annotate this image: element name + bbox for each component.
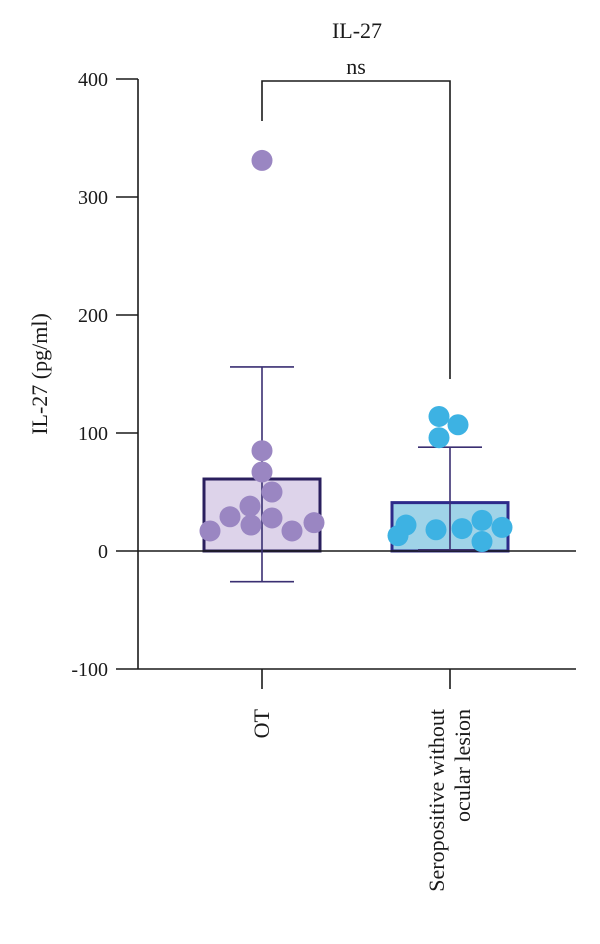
data-point-ot	[251, 149, 273, 171]
data-point-seropositive	[491, 516, 513, 538]
y-tick-label: 200	[78, 305, 108, 327]
significance-label: ns	[346, 54, 366, 79]
x-category-label: ocular lesion	[450, 709, 475, 822]
y-tick-label: 100	[78, 423, 108, 445]
data-point-seropositive	[471, 509, 493, 531]
y-tick-label: -100	[71, 659, 108, 681]
data-point-seropositive	[447, 414, 469, 436]
y-tick-label: 400	[78, 69, 108, 91]
x-category-label: OT	[249, 708, 274, 738]
data-point-ot	[240, 514, 262, 536]
data-point-ot	[261, 507, 283, 529]
y-axis-label: IL-27 (pg/ml)	[27, 313, 52, 435]
y-tick-label: 300	[78, 187, 108, 209]
data-point-ot	[251, 461, 273, 483]
x-category-label: Seropositive without	[424, 709, 449, 892]
data-point-ot	[239, 495, 261, 517]
plot-area: -100 0 100 200 300 400 ns OT Seropositive withou…	[71, 54, 576, 892]
significance-bracket	[261, 80, 451, 379]
data-point-seropositive	[451, 518, 473, 540]
data-point-seropositive	[471, 531, 493, 553]
data-point-seropositive	[425, 519, 447, 541]
data-point-seropositive	[428, 427, 450, 449]
chart-title: IL-27	[332, 18, 382, 43]
data-point-ot	[251, 440, 273, 462]
data-point-ot	[303, 512, 325, 534]
data-point-seropositive	[428, 405, 450, 427]
data-point-ot	[199, 520, 221, 542]
data-point-seropositive	[387, 525, 409, 547]
data-point-ot	[219, 506, 241, 528]
data-point-ot	[281, 520, 303, 542]
data-point-ot	[261, 481, 283, 503]
y-tick-label: 0	[98, 541, 108, 563]
